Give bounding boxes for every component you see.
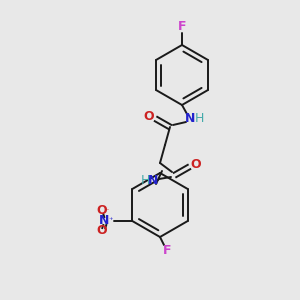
Text: O: O (96, 224, 106, 238)
Text: O: O (96, 205, 106, 218)
Text: H: H (194, 112, 204, 125)
Text: O: O (191, 158, 201, 172)
Text: ⁻: ⁻ (104, 206, 109, 215)
Text: H: H (140, 173, 150, 187)
Text: N: N (99, 214, 110, 227)
Text: N: N (185, 112, 195, 125)
Text: O: O (144, 110, 154, 122)
Text: N: N (148, 173, 158, 187)
Text: ⁺: ⁺ (108, 217, 112, 226)
Text: F: F (163, 244, 171, 257)
Text: F: F (178, 20, 186, 34)
